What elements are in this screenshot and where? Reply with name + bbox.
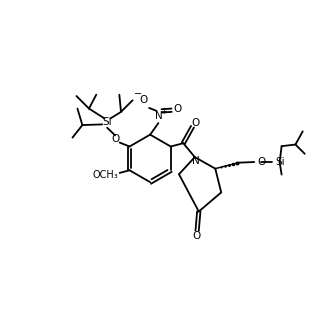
Text: +: + <box>160 107 167 116</box>
Text: O: O <box>191 118 199 128</box>
Text: Si: Si <box>102 117 112 127</box>
Text: Si: Si <box>276 157 285 167</box>
Text: −: − <box>134 89 142 99</box>
Text: O: O <box>140 95 148 105</box>
Text: OCH₃: OCH₃ <box>93 170 119 180</box>
Text: N: N <box>155 111 163 121</box>
Text: N: N <box>192 156 199 166</box>
Text: O: O <box>111 134 119 144</box>
Text: O: O <box>173 104 182 114</box>
Text: O: O <box>257 157 266 167</box>
Text: O: O <box>192 231 201 241</box>
